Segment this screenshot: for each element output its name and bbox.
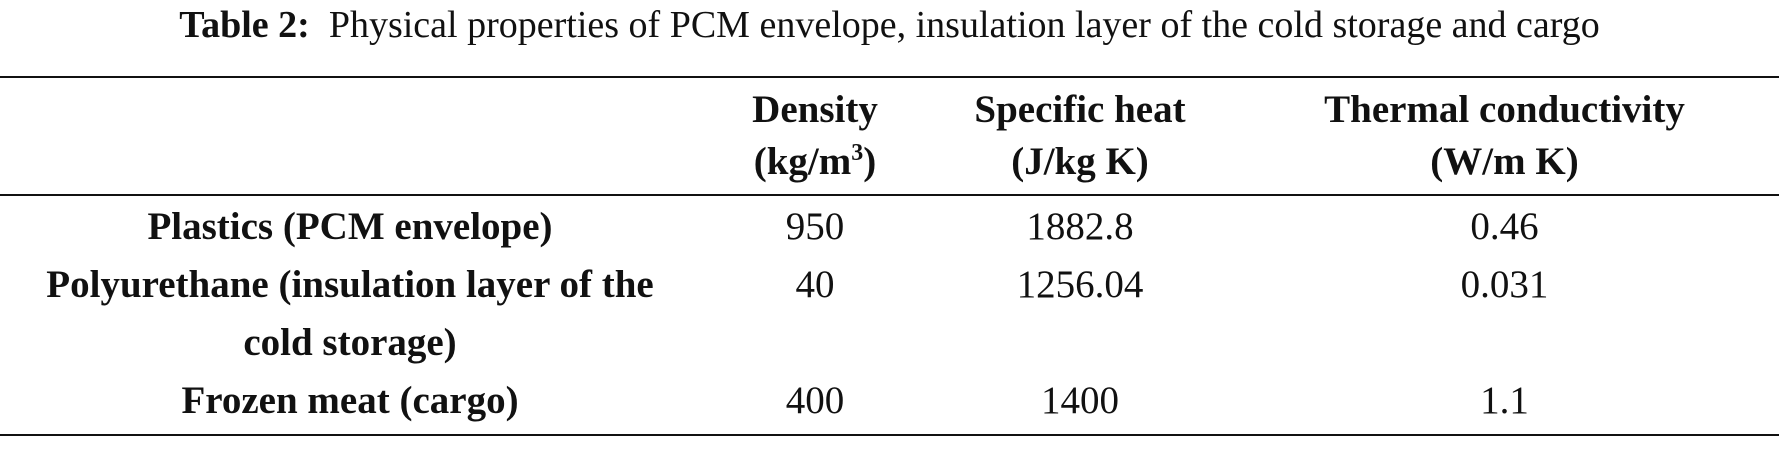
header-conductivity-unit: (W/m K): [1430, 140, 1579, 183]
header-conductivity-name: Thermal conductivity: [1324, 88, 1685, 131]
header-row: Density (kg/m3) Specific heat (J/kg K) T…: [0, 77, 1779, 195]
cell-conductivity: 0.031: [1460, 263, 1549, 306]
header-density: Density (kg/m3): [700, 77, 930, 195]
properties-table: Density (kg/m3) Specific heat (J/kg K) T…: [0, 76, 1779, 436]
table-row: Polyurethane (insulation layer of the co…: [0, 256, 1779, 372]
header-specific-heat-unit: (J/kg K): [1011, 140, 1149, 183]
cell-conductivity: 1.1: [1480, 379, 1529, 422]
row-label: Plastics (PCM envelope): [147, 205, 553, 248]
header-specific-heat: Specific heat (J/kg K): [930, 77, 1230, 195]
header-density-name: Density: [752, 88, 878, 131]
header-specific-heat-name: Specific heat: [974, 88, 1186, 131]
row-label: Polyurethane (insulation layer of the co…: [46, 263, 654, 364]
cell-conductivity: 0.46: [1470, 205, 1539, 248]
cell-density: 40: [795, 263, 835, 306]
cell-specific-heat: 1400: [1041, 379, 1119, 422]
cell-density: 950: [785, 205, 845, 248]
caption-label: Table 2:: [179, 4, 310, 46]
table-row: Frozen meat (cargo) 400 1400 1.1: [0, 372, 1779, 435]
caption-text: Physical properties of PCM envelope, ins…: [328, 4, 1600, 46]
header-density-unit: (kg/m3): [753, 140, 877, 183]
cell-density: 400: [785, 379, 845, 422]
header-thermal-conductivity: Thermal conductivity (W/m K): [1230, 77, 1779, 195]
table-row: Plastics (PCM envelope) 950 1882.8 0.46: [0, 195, 1779, 256]
table-caption: Table 2: Physical properties of PCM enve…: [0, 0, 1779, 48]
cell-specific-heat: 1882.8: [1026, 205, 1134, 248]
header-blank-cell: [0, 77, 700, 195]
row-label: Frozen meat (cargo): [181, 379, 519, 422]
cell-specific-heat: 1256.04: [1016, 263, 1144, 306]
